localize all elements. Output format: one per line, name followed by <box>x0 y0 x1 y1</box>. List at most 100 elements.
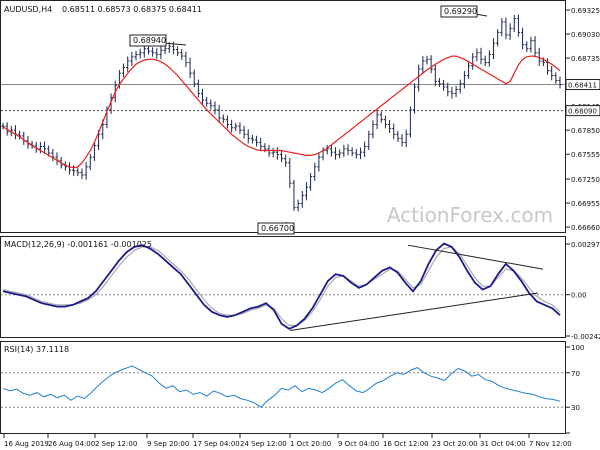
price-bar <box>200 88 205 105</box>
price-bar <box>151 47 155 57</box>
macd-y-axis: 0.00297 0.00 -0.00242 <box>566 241 600 341</box>
price-bar <box>429 55 433 74</box>
price-tick-label: 0.67250 <box>571 176 600 184</box>
price-candles <box>1 14 562 212</box>
support-box <box>565 105 600 117</box>
rsi-y-axis: 100 70 30 <box>566 344 584 434</box>
price-bar <box>433 64 437 87</box>
price-bar <box>350 147 354 157</box>
price-bar <box>126 56 130 72</box>
price-bar <box>354 149 358 159</box>
price-bar <box>404 129 408 148</box>
price-bar <box>180 48 184 60</box>
price-bar <box>72 165 76 176</box>
price-bar <box>259 137 263 152</box>
price-bar <box>296 199 300 212</box>
price-bar <box>454 85 458 98</box>
macd-tick-label: -0.00242 <box>571 333 600 341</box>
price-bar <box>437 78 442 88</box>
annotation-label: 0.69290 <box>444 7 477 16</box>
price-bar <box>163 45 167 54</box>
price-bar <box>38 142 43 154</box>
price-bar <box>18 130 22 140</box>
price-bar <box>84 162 88 180</box>
price-bar <box>47 145 51 157</box>
price-bar <box>533 36 537 58</box>
price-bar <box>254 135 259 147</box>
price-annotations: 0.68940 0.66700 0.69290 <box>129 5 488 235</box>
time-tick-label: 23 Oct 20:00 <box>432 440 478 448</box>
price-bar <box>51 148 55 162</box>
price-bar <box>500 18 504 37</box>
price-bar <box>558 76 562 89</box>
price-bar <box>76 167 80 177</box>
price-bar <box>342 144 346 158</box>
annotation-box <box>129 34 167 47</box>
time-tick-label: 17 Sep 04:00 <box>193 440 240 448</box>
price-bar <box>225 115 230 129</box>
price-bar <box>325 145 329 155</box>
price-gridlines <box>1 83 565 112</box>
rsi-tick-label: 100 <box>571 344 584 352</box>
price-bar <box>462 70 466 89</box>
price-bar <box>367 130 371 151</box>
price-bar <box>188 57 192 79</box>
price-bar <box>421 55 425 75</box>
price-bar <box>483 55 487 67</box>
price-bar <box>329 144 333 157</box>
price-bar <box>242 125 246 139</box>
price-bar <box>175 46 180 57</box>
price-tick-label: 0.69030 <box>571 31 600 39</box>
price-bar <box>159 45 163 60</box>
price-bar <box>313 162 317 181</box>
price-bar <box>300 190 304 208</box>
price-bar <box>425 55 429 65</box>
price-bar <box>371 120 375 139</box>
price-bar <box>450 86 454 99</box>
price-bar <box>275 147 279 160</box>
price-bar <box>238 122 242 135</box>
price-bar <box>396 130 400 142</box>
price-tick-label: 0.68735 <box>571 55 600 63</box>
time-tick-label: 16 Oct 12:00 <box>383 440 429 448</box>
last-price-box <box>565 78 600 90</box>
macd-rising-trendline <box>289 292 539 332</box>
price-bar <box>479 47 483 65</box>
price-tick-label: 0.67850 <box>571 127 600 135</box>
price-bar <box>512 15 516 32</box>
support-label: 0.68090 <box>568 108 597 116</box>
price-bar <box>192 69 196 88</box>
price-bar <box>458 79 462 94</box>
rsi-tick-label: 70 <box>571 370 580 378</box>
time-tick-label: 9 Sep 20:00 <box>147 440 189 448</box>
price-bar <box>491 38 496 60</box>
price-bar <box>230 119 234 133</box>
price-bar <box>338 149 342 159</box>
price-bar <box>466 62 471 79</box>
price-bar <box>246 129 250 144</box>
price-bar <box>346 144 350 156</box>
price-y-axis: 0.693250.690300.687350.684400.681450.678… <box>565 7 600 232</box>
annotation-box <box>440 5 478 18</box>
macd-lines <box>2 242 561 332</box>
macd-tick-label: 0.00297 <box>571 241 600 249</box>
watermark: ActionForex.com <box>387 203 553 227</box>
price-bar <box>234 122 238 131</box>
price-bar <box>400 134 404 147</box>
time-axis: 16 Aug 2019 26 Aug 04:00 2 Sep 12:00 9 Sep … <box>3 434 572 448</box>
price-bar <box>138 48 142 59</box>
price-bar <box>375 109 379 130</box>
price-bar <box>550 66 554 81</box>
price-bar <box>1 122 5 130</box>
price-bar <box>88 153 92 171</box>
price-bar <box>392 123 396 140</box>
price-tick-label: 0.66955 <box>571 200 600 208</box>
price-bar <box>217 104 221 123</box>
price-bar <box>184 51 188 67</box>
price-tick-label: 0.69325 <box>571 7 600 15</box>
price-bar <box>92 141 97 161</box>
price-bar <box>80 168 84 180</box>
price-bar <box>308 173 313 191</box>
price-bar <box>408 106 412 138</box>
price-bar <box>379 111 383 123</box>
